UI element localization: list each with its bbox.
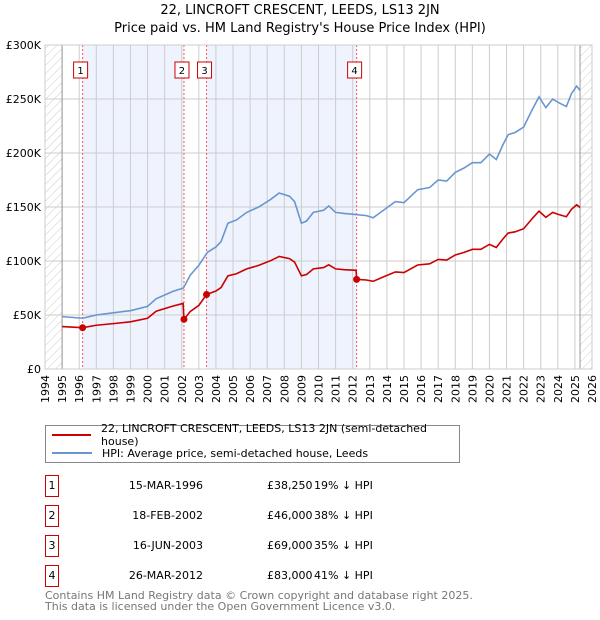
x-tick-label: 2003 — [193, 375, 206, 403]
x-tick-label: 2001 — [159, 375, 172, 403]
transaction-row: 4 26-MAR-2012 £83,000 41% ↓ HPI — [45, 565, 545, 587]
transaction-row: 2 18-FEB-2002 £46,000 38% ↓ HPI — [45, 505, 545, 527]
transaction-row: 3 16-JUN-2003 £69,000 35% ↓ HPI — [45, 535, 545, 557]
price-chart: 1994 1995 1996 1997 1998 1999 2000 2001 2002 2003… — [6, 39, 599, 403]
transaction-price: £38,250 — [267, 479, 313, 492]
transaction-number: 3 — [45, 535, 59, 557]
sale-point — [203, 290, 211, 298]
sale-label-box — [197, 61, 213, 79]
chart-subtitle: Price paid vs. HM Land Registry's House … — [114, 21, 486, 36]
transaction-hpi-diff: 38% ↓ HPI — [314, 509, 373, 522]
y-tick-label: £200K — [6, 147, 42, 160]
footer: Contains HM Land Registry data © Crown c… — [45, 590, 473, 612]
x-tick-label: 2014 — [381, 375, 394, 403]
x-tick-label: 1996 — [73, 375, 86, 403]
y-tick-label: £300K — [6, 39, 42, 52]
footer-copyright: Contains HM Land Registry data © Crown c… — [45, 589, 473, 602]
x-tick-label: 2016 — [415, 375, 428, 403]
x-tick-label: 2004 — [210, 375, 223, 403]
x-tick-label: 2023 — [535, 375, 548, 403]
sale-label-box — [347, 61, 363, 79]
plot-border — [44, 44, 593, 370]
x-tick-label: 2015 — [398, 375, 411, 403]
x-tick-label: 2007 — [261, 375, 274, 403]
transaction-hpi-diff: 41% ↓ HPI — [314, 569, 373, 582]
transaction-date: 16-JUN-2003 — [132, 539, 203, 552]
x-tick-label: 2006 — [244, 375, 257, 403]
hpi-line — [62, 84, 581, 320]
footer-licence: This data is licensed under the Open Gov… — [45, 600, 396, 613]
x-tick-label: 1999 — [124, 375, 137, 403]
property-price-line — [62, 203, 581, 329]
transaction-hpi-diff: 35% ↓ HPI — [314, 539, 373, 552]
x-tick-label: 2000 — [142, 375, 155, 403]
sale-label: 3 — [201, 66, 207, 77]
x-tick-label: 2010 — [313, 375, 326, 403]
x-tick-label: 1994 — [39, 375, 52, 403]
x-tick-label: 2008 — [278, 375, 291, 403]
legend-item-property: 22, LINCROFT CRESCENT, LEEDS, LS13 2JN (… — [52, 422, 459, 448]
sale-label-box — [174, 61, 190, 79]
y-tick-label: £250K — [6, 93, 42, 106]
x-tick-label: 1997 — [90, 375, 103, 403]
x-tick-label: 2019 — [466, 375, 479, 403]
legend-item-hpi: HPI: Average price, semi-detached house,… — [52, 444, 368, 462]
x-tick-label: 2021 — [501, 375, 514, 403]
legend-swatch-property — [52, 434, 92, 436]
x-tick-label: 2025 — [569, 375, 582, 403]
transaction-hpi-diff: 19% ↓ HPI — [314, 479, 373, 492]
transaction-price: £69,000 — [267, 539, 313, 552]
sale-point — [79, 324, 87, 332]
y-tick-label: £0 — [27, 363, 41, 376]
transaction-number: 1 — [45, 475, 59, 497]
x-tick-label: 2005 — [227, 375, 240, 403]
x-tick-label: 1995 — [56, 375, 69, 403]
x-tick-label: 2024 — [552, 375, 565, 403]
x-tick-label: 2017 — [432, 375, 445, 403]
sale-point — [180, 315, 188, 323]
x-tick-label: 2002 — [176, 375, 189, 403]
legend-label-hpi: HPI: Average price, semi-detached house,… — [102, 446, 369, 460]
transaction-price: £46,000 — [267, 509, 313, 522]
transaction-number: 4 — [45, 565, 59, 587]
transaction-number: 2 — [45, 505, 59, 527]
transaction-date: 26-MAR-2012 — [128, 569, 203, 582]
x-tick-label: 2026 — [586, 375, 599, 403]
transaction-price: £83,000 — [267, 569, 313, 582]
y-tick-label: £150K — [6, 201, 42, 214]
x-tick-label: 2009 — [295, 375, 308, 403]
transaction-date: 18-FEB-2002 — [132, 509, 203, 522]
sale-label: 1 — [77, 66, 83, 77]
legend: 22, LINCROFT CRESCENT, LEEDS, LS13 2JN (… — [45, 422, 460, 463]
x-tick-label: 2013 — [364, 375, 377, 403]
legend-swatch-hpi — [52, 452, 92, 454]
legend-label-property: 22, LINCROFT CRESCENT, LEEDS, LS13 2JN (… — [101, 422, 427, 448]
y-tick-label: £100K — [6, 255, 42, 268]
x-tick-label: 2011 — [330, 375, 343, 403]
sale-label-box — [73, 61, 89, 79]
sale-point — [353, 275, 361, 283]
x-tick-label: 2020 — [483, 375, 496, 403]
x-tick-label: 2012 — [347, 375, 360, 403]
chart-title: 22, LINCROFT CRESCENT, LEEDS, LS13 2JN — [160, 3, 440, 18]
sale-label: 4 — [351, 66, 357, 77]
y-tick-label: £50K — [13, 309, 42, 322]
x-tick-label: 2018 — [449, 375, 462, 403]
sale-label: 2 — [179, 66, 185, 77]
x-tick-label: 1998 — [107, 375, 120, 403]
transaction-date: 15-MAR-1996 — [128, 479, 203, 492]
x-tick-label: 2022 — [518, 375, 531, 403]
transaction-row: 1 15-MAR-1996 £38,250 19% ↓ HPI — [45, 475, 545, 497]
